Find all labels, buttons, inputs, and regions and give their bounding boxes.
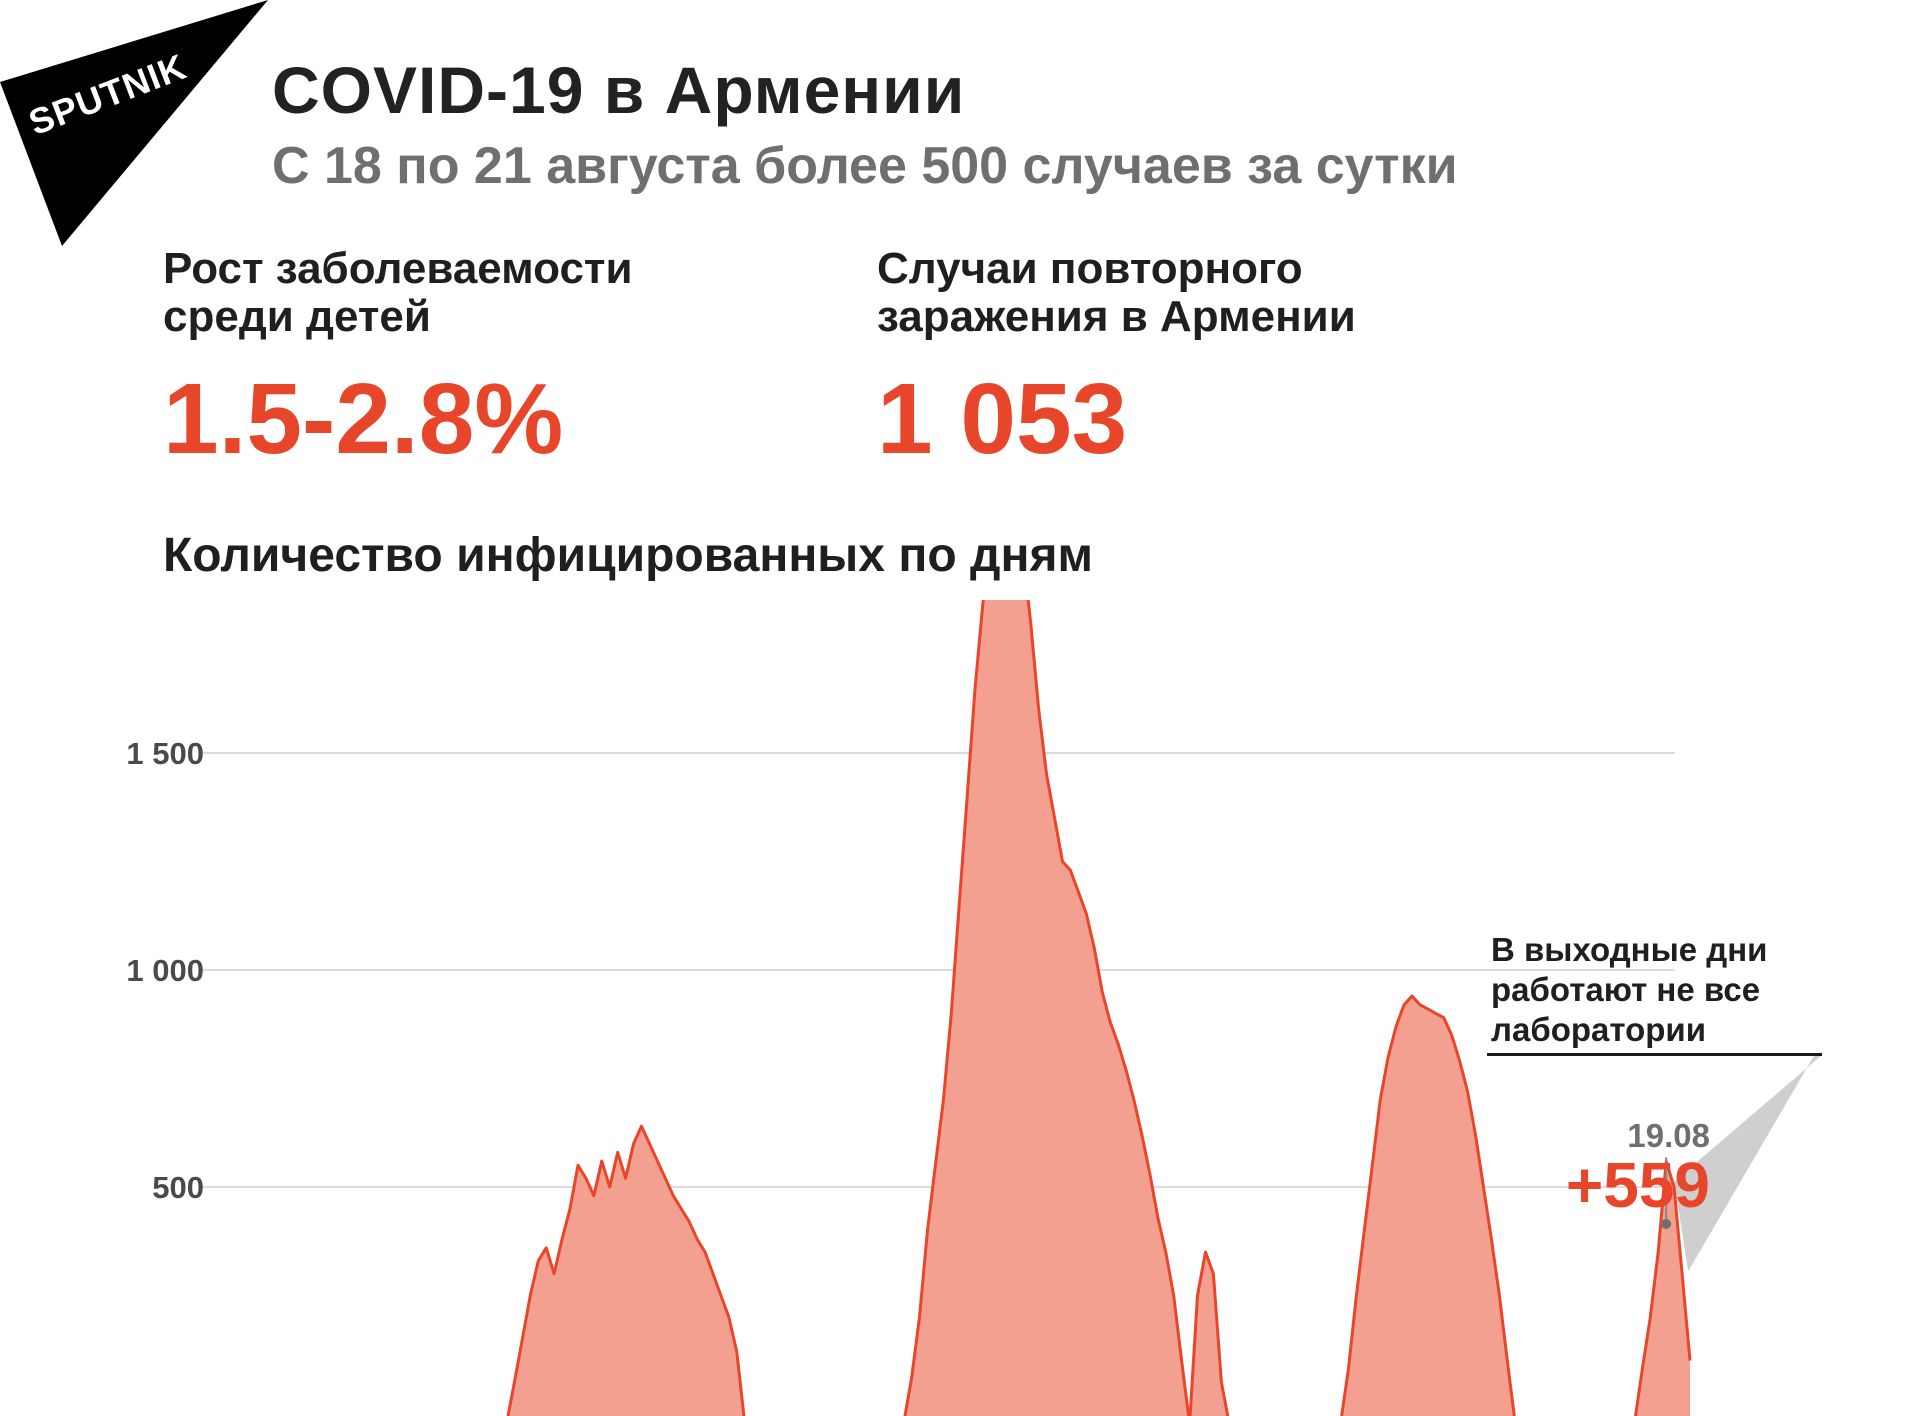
weekend-callout-wedge <box>1674 1054 1822 1272</box>
peak-marker-dot <box>1661 1219 1672 1229</box>
y-tick-label: 1 000 <box>126 953 204 988</box>
stat-value: 1 053 <box>877 363 1128 475</box>
peak-value-label: +559 <box>1565 1149 1710 1221</box>
area-series-fill <box>508 600 1690 1416</box>
annotation-rule <box>1487 1053 1822 1056</box>
stat-label: Рост заболеваемости среди детей <box>163 244 633 341</box>
chart-heading: Количество инфицированных по дням <box>163 529 1093 582</box>
stat-children-growth: Рост заболеваемости среди детей 1.5-2.8% <box>163 244 863 475</box>
y-tick-label: 500 <box>152 1170 204 1205</box>
stat-reinfection: Случаи повторного заражения в Армении 1 … <box>877 244 1577 475</box>
sputnik-logo: SPUTNIK <box>0 0 268 246</box>
peak-date-label: 19.08 <box>1627 1117 1710 1154</box>
stat-label: Случаи повторного заражения в Армении <box>877 244 1356 341</box>
page-title: COVID-19 в Армении <box>272 53 966 127</box>
stat-value: 1.5-2.8% <box>163 363 564 475</box>
y-tick-label: 1 500 <box>126 736 204 771</box>
area-series-line <box>506 600 1692 1416</box>
weekend-annotation: В выходные дни работают не все лаборатор… <box>1491 931 1768 1048</box>
page-subtitle: С 18 по 21 августа более 500 случаев за … <box>272 137 1458 195</box>
